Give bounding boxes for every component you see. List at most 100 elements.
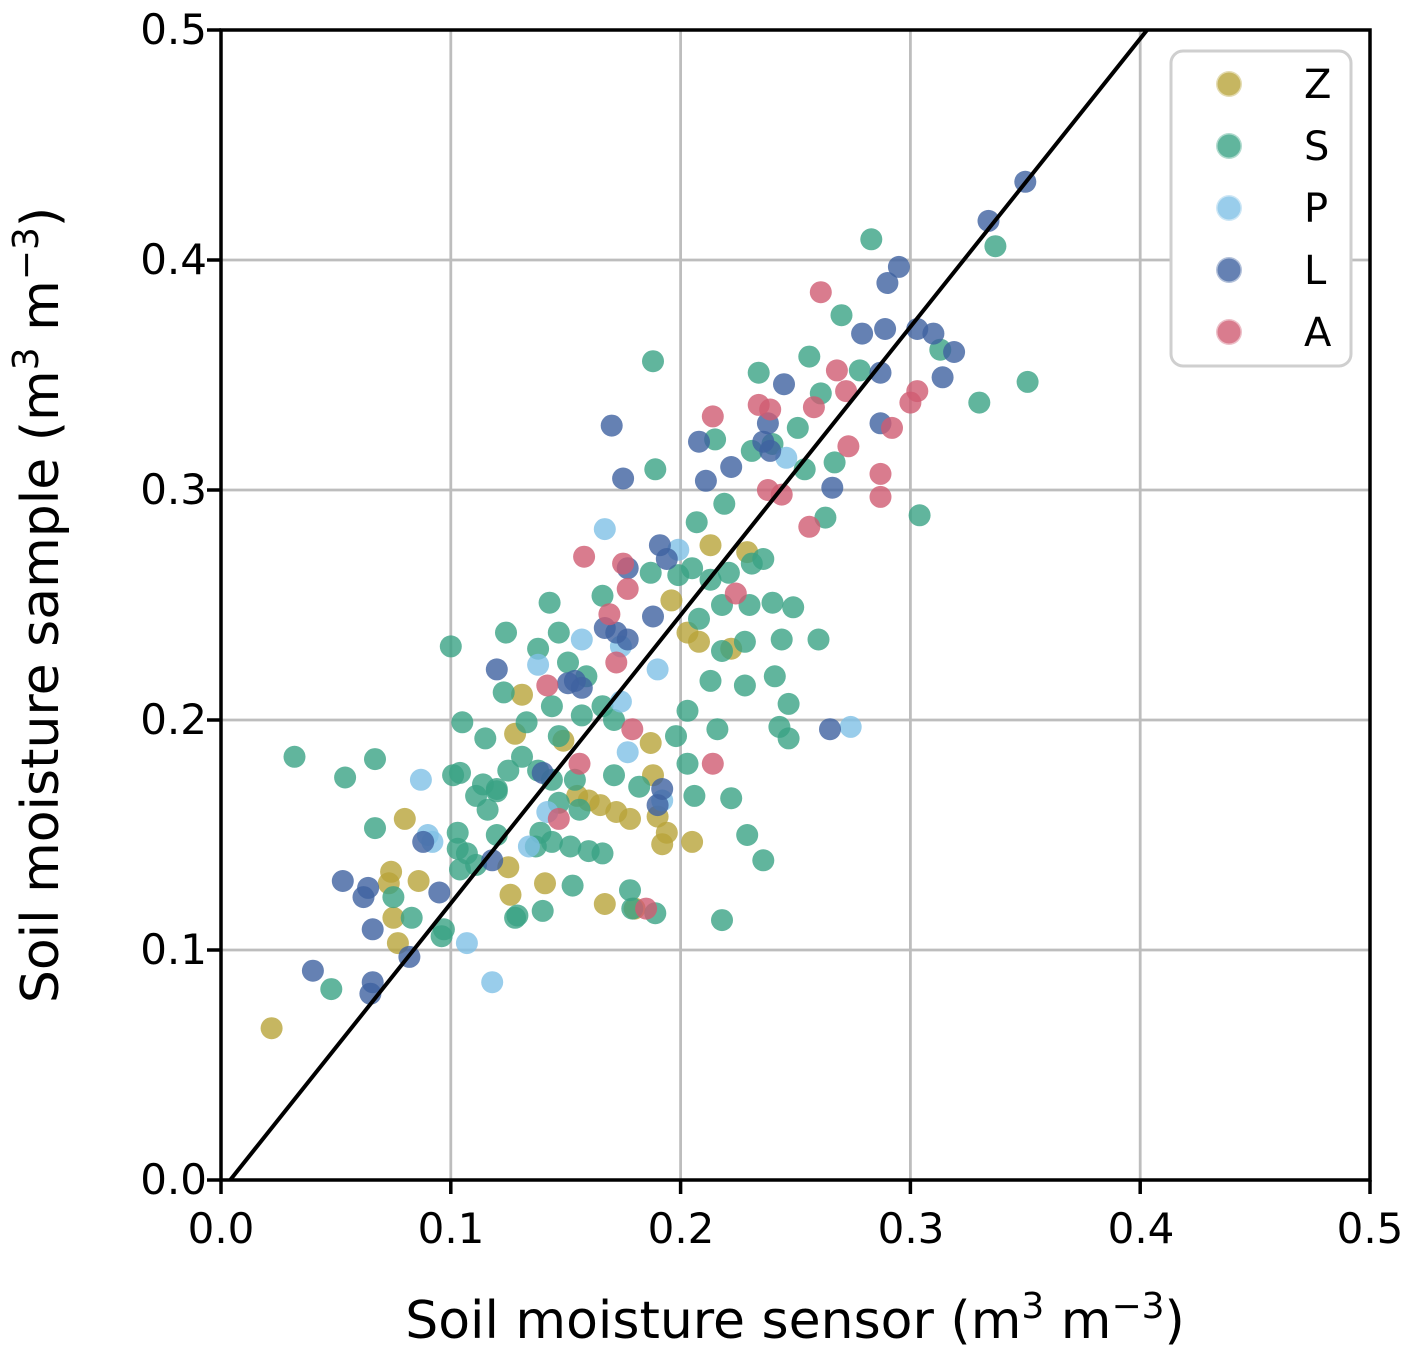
scatter-point-A (759, 398, 782, 421)
scatter-point-S (619, 879, 641, 902)
scatter-point-S (642, 350, 664, 373)
x-tick-labels: 0.0 0.1 0.2 0.3 0.4 0.5 (188, 1204, 1404, 1253)
x-tick-label: 0.4 (1108, 1204, 1175, 1253)
legend-marker-L (1214, 255, 1244, 285)
scatter-point-L (943, 341, 966, 363)
scatter-point-L (688, 430, 710, 453)
y-axis-label-sup: 3 (6, 347, 47, 370)
legend-label: A (1304, 310, 1332, 356)
scatter-point-S (752, 849, 775, 872)
legend-label: S (1304, 124, 1329, 170)
scatter-point-Z (534, 872, 556, 895)
scatter-point-S (908, 504, 931, 527)
legend-label: L (1304, 248, 1327, 294)
scatter-point-A (536, 674, 559, 697)
x-axis-label-text: Soil moisture sensor (m (405, 1291, 1021, 1351)
x-axis-label-text: ) (1165, 1291, 1185, 1351)
scatter-point-P (455, 932, 478, 955)
scatter-point-S (511, 745, 533, 768)
scatter-point-L (931, 366, 954, 389)
scatter-point-S (561, 874, 584, 897)
scatter-point-L (655, 548, 678, 570)
scatter-point-S (570, 704, 593, 727)
scatter-point-S (688, 607, 710, 630)
scatter-point-P (646, 658, 669, 681)
scatter-point-P (593, 518, 616, 541)
scatter-point-S (807, 628, 830, 651)
scatter-point-S (283, 745, 306, 768)
y-tick-label: 0.1 (140, 925, 207, 974)
x-tick-label: 0.2 (648, 1204, 715, 1253)
scatter-point-A (568, 752, 591, 775)
scatter-point-S (786, 416, 809, 439)
y-axis-label-text: ) (11, 207, 71, 227)
scatter-points (260, 170, 1039, 1040)
scatter-point-S (733, 630, 756, 653)
scatter-point-S (439, 635, 462, 658)
scatter-point-S (485, 780, 508, 803)
scatter-point-L (361, 918, 384, 941)
y-tick-label: 0.3 (140, 465, 207, 514)
scatter-point-S (711, 640, 733, 662)
scatter-point-S (492, 681, 515, 704)
scatter-point-Z (639, 732, 662, 754)
scatter-point-S (706, 718, 729, 741)
scatter-point-A (621, 718, 644, 741)
scatter-point-S (763, 665, 786, 688)
scatter-point-S (400, 906, 423, 929)
scatter-point-A (770, 483, 793, 506)
y-axis-label-text: Soil moisture sample (m (11, 370, 71, 1003)
y-tick-label: 0.2 (140, 695, 207, 744)
scatter-point-S (713, 492, 736, 515)
scatter-point-S (430, 925, 453, 948)
scatter-point-S (334, 766, 357, 789)
scatter-point-S (848, 359, 871, 382)
scatter-point-S (446, 821, 469, 844)
scatter-point-S (531, 899, 554, 922)
scatter-point-S (515, 711, 538, 734)
x-axis-label-text: m (1044, 1291, 1111, 1351)
scatter-point-A (616, 577, 639, 600)
plot-border (219, 28, 1372, 1182)
scatter-point-S (442, 764, 465, 787)
scatter-point-L (612, 467, 635, 490)
scatter-point-S (676, 699, 699, 722)
scatter-point-S (474, 727, 497, 750)
y-tick-labels: 0.0 0.1 0.2 0.3 0.4 0.5 (140, 5, 207, 1204)
scatter-point-A (825, 359, 848, 382)
scatter-point-P (517, 835, 540, 858)
scatter-point-S (540, 695, 563, 718)
y-axis-label-text: m (11, 280, 71, 347)
scatter-point-L (301, 959, 324, 982)
scatter-point-S (717, 561, 740, 584)
scatter-point-S (495, 621, 517, 644)
scatter-point-S (777, 692, 800, 715)
scatter-point-P (527, 653, 550, 676)
scatter-point-P (570, 628, 593, 651)
scatter-point-S (770, 628, 793, 651)
scatter-point-S (752, 548, 775, 570)
scatter-point-A (809, 281, 832, 304)
scatter-point-L (616, 628, 639, 651)
scatter-point-A (802, 396, 825, 419)
scatter-point-S (451, 711, 474, 734)
legend-marker-Z (1214, 69, 1244, 99)
scatter-point-S (644, 458, 667, 481)
scatter-point-S (557, 651, 579, 674)
scatter-point-S (364, 748, 386, 771)
scatter-point-S (823, 451, 846, 474)
scatter-point-Z (619, 807, 641, 830)
scatter-point-Z (407, 870, 430, 892)
scatter-point-L (642, 605, 664, 628)
x-axis-label-sup: 3 (1021, 1286, 1044, 1327)
scatter-point-Z (393, 807, 416, 830)
scatter-point-P (409, 768, 432, 791)
legend-label: Z (1304, 62, 1331, 108)
scatter-point-A (869, 462, 892, 485)
scatter-point-S (547, 725, 570, 748)
scatter-point-S (320, 978, 343, 1001)
y-axis-label-sup: −3 (6, 227, 47, 280)
scatter-point-A (635, 897, 658, 920)
scatter-point-S (547, 621, 570, 644)
scatter-point-S (782, 596, 805, 619)
